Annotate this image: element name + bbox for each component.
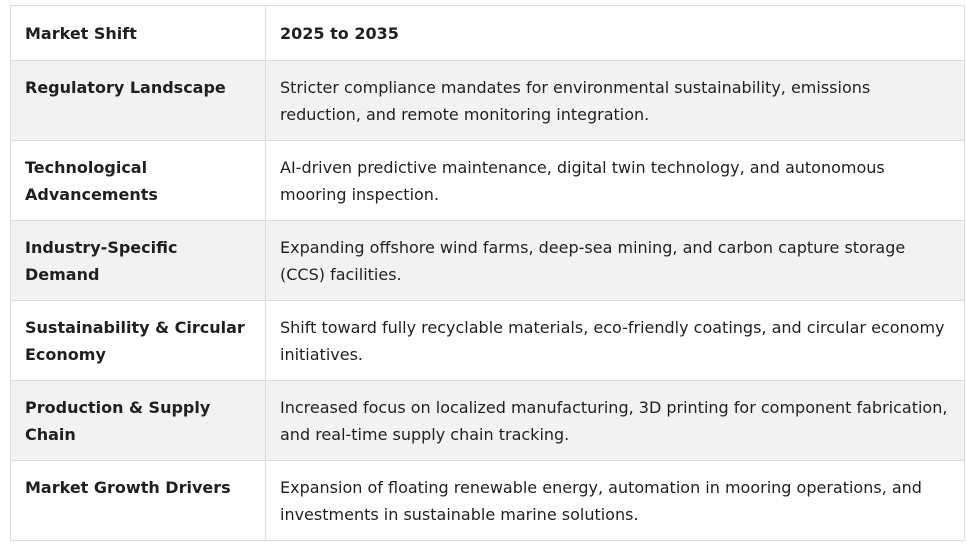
header-period: 2025 to 2035 [265, 5, 965, 61]
row-label: Industry-Specific Demand [10, 220, 266, 301]
row-label: Regulatory Landscape [10, 60, 266, 141]
table-row: Regulatory Landscape Stricter compliance… [10, 60, 965, 141]
table-container: Market Shift 2025 to 2035 Regulatory Lan… [10, 5, 965, 541]
row-label: Production & Supply Chain [10, 380, 266, 461]
row-detail: Expanding offshore wind farms, deep-sea … [265, 220, 965, 301]
table-row: Market Growth Drivers Expansion of float… [10, 460, 965, 541]
header-market-shift: Market Shift [10, 5, 266, 61]
row-detail: Increased focus on localized manufacturi… [265, 380, 965, 461]
table-row: Industry-Specific Demand Expanding offsh… [10, 220, 965, 301]
row-detail: Stricter compliance mandates for environ… [265, 60, 965, 141]
table-row: Production & Supply Chain Increased focu… [10, 380, 965, 461]
table-row: Sustainability & Circular Economy Shift … [10, 300, 965, 381]
table-row: Technological Advancements AI-driven pre… [10, 140, 965, 221]
row-label: Sustainability & Circular Economy [10, 300, 266, 381]
row-detail: AI-driven predictive maintenance, digita… [265, 140, 965, 221]
row-detail: Expansion of floating renewable energy, … [265, 460, 965, 541]
row-label: Technological Advancements [10, 140, 266, 221]
row-label: Market Growth Drivers [10, 460, 266, 541]
table-header-row: Market Shift 2025 to 2035 [10, 5, 965, 61]
row-detail: Shift toward fully recyclable materials,… [265, 300, 965, 381]
market-shift-table: Market Shift 2025 to 2035 Regulatory Lan… [10, 5, 965, 541]
